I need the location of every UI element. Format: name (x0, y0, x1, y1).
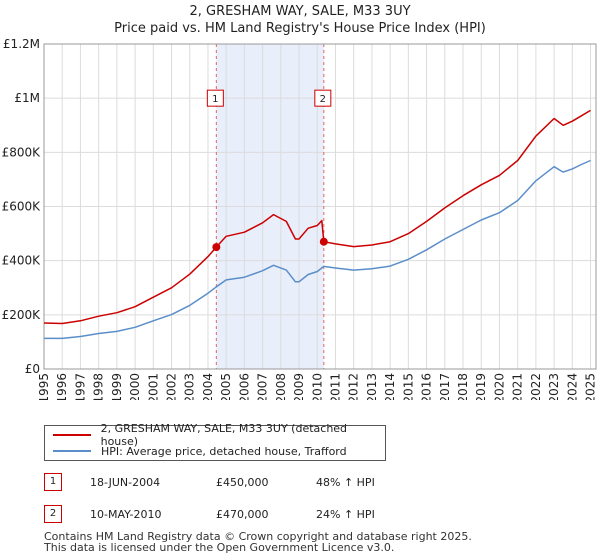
legend: 2, GRESHAM WAY, SALE, M33 3UY (detached … (44, 422, 386, 461)
x-tick-label: 1995 (37, 373, 51, 400)
chart-title: 2, GRESHAM WAY, SALE, M33 3UY (189, 4, 411, 19)
x-tick-label: 2016 (420, 373, 434, 400)
x-tick-label: 2021 (511, 373, 525, 400)
x-tick-label: 2020 (492, 373, 506, 400)
transaction-date: 18-JUN-2004 (90, 475, 161, 489)
transaction-price: £450,000 (216, 475, 269, 489)
x-tick-label: 2013 (365, 373, 379, 400)
y-tick-label: £1M (14, 91, 40, 105)
legend-swatch-property (53, 434, 91, 436)
price-chart: £0 £200K £400K £600K £800K £1M £1.2M 1995 1996 19… (2, 37, 598, 400)
transaction-row: 1 18-JUN-2004 £450,000 48% ↑ HPI (44, 472, 375, 492)
legend-swatch-hpi (53, 450, 91, 452)
transaction-number: 2 (44, 505, 62, 523)
x-tick-label: 2000 (128, 373, 142, 400)
legend-item-hpi: HPI: Average price, detached house, Traf… (53, 444, 347, 458)
x-tick-label: 2007 (256, 373, 270, 400)
legend-label-hpi: HPI: Average price, detached house, Traf… (101, 444, 347, 458)
sale-point (319, 237, 328, 246)
x-tick-label: 1996 (55, 373, 69, 400)
footer-line: Contains HM Land Registry data © Crown c… (44, 530, 472, 543)
y-tick-label: £800K (2, 145, 42, 159)
transaction-hpi-change: 24% ↑ HPI (316, 507, 375, 521)
x-tick-label: 2018 (456, 373, 470, 400)
x-tick-label: 2025 (584, 373, 598, 400)
x-tick-label: 2008 (274, 373, 288, 400)
x-tick-label: 2023 (547, 373, 561, 400)
sale-number-box (206, 89, 224, 107)
plot-frame (43, 43, 597, 370)
x-tick-label: 1999 (110, 373, 124, 400)
chart-subtitle: Price paid vs. HM Land Registry's House … (114, 21, 486, 36)
x-tick-label: 1997 (73, 373, 87, 400)
transaction-hpi-change: 48% ↑ HPI (316, 475, 375, 489)
x-tick-label: 2012 (347, 373, 361, 400)
x-tick-label: 2002 (165, 373, 179, 400)
x-tick-label: 2003 (183, 373, 197, 400)
transaction-row: 2 10-MAY-2010 £470,000 24% ↑ HPI (44, 504, 375, 524)
x-tick-label: 1998 (92, 373, 106, 400)
x-tick-label: 2005 (219, 373, 233, 400)
x-tick-label: 2024 (565, 373, 579, 400)
x-tick-label: 2022 (529, 373, 543, 400)
sale-number-label: 1 (212, 94, 218, 105)
x-tick-label: 2019 (474, 373, 488, 400)
transaction-price: £470,000 (216, 507, 269, 521)
sale-number-box (314, 89, 332, 107)
sale-number-label: 2 (320, 94, 326, 105)
y-tick-label: £400K (2, 254, 42, 268)
x-tick-label: 2014 (383, 373, 397, 400)
x-tick-label: 2011 (328, 373, 342, 400)
y-tick-label: £1.2M (3, 37, 40, 51)
transaction-date: 10-MAY-2010 (90, 507, 162, 521)
x-tick-label: 2001 (146, 373, 160, 400)
property-series-line (43, 109, 591, 325)
x-tick-label: 2006 (237, 373, 251, 400)
y-tick-label: £200K (2, 308, 42, 322)
x-tick-label: 2017 (438, 373, 452, 400)
y-tick-label: £0 (25, 362, 40, 376)
legend-item-property: 2, GRESHAM WAY, SALE, M33 3UY (detached … (53, 422, 385, 448)
y-tick-label: £600K (2, 200, 42, 214)
x-tick-label: 2010 (310, 373, 324, 400)
sale-point (212, 243, 221, 252)
footer-line: This data is licensed under the Open Gov… (44, 541, 395, 554)
x-tick-label: 2004 (201, 373, 215, 400)
legend-label-property: 2, GRESHAM WAY, SALE, M33 3UY (detached … (100, 422, 348, 448)
transaction-number: 1 (44, 473, 62, 491)
hpi-series-line (44, 159, 591, 340)
footer-attribution: Contains HM Land Registry data © Crown c… (44, 531, 472, 553)
x-tick-label: 2015 (401, 373, 415, 400)
x-tick-label: 2009 (292, 373, 306, 400)
